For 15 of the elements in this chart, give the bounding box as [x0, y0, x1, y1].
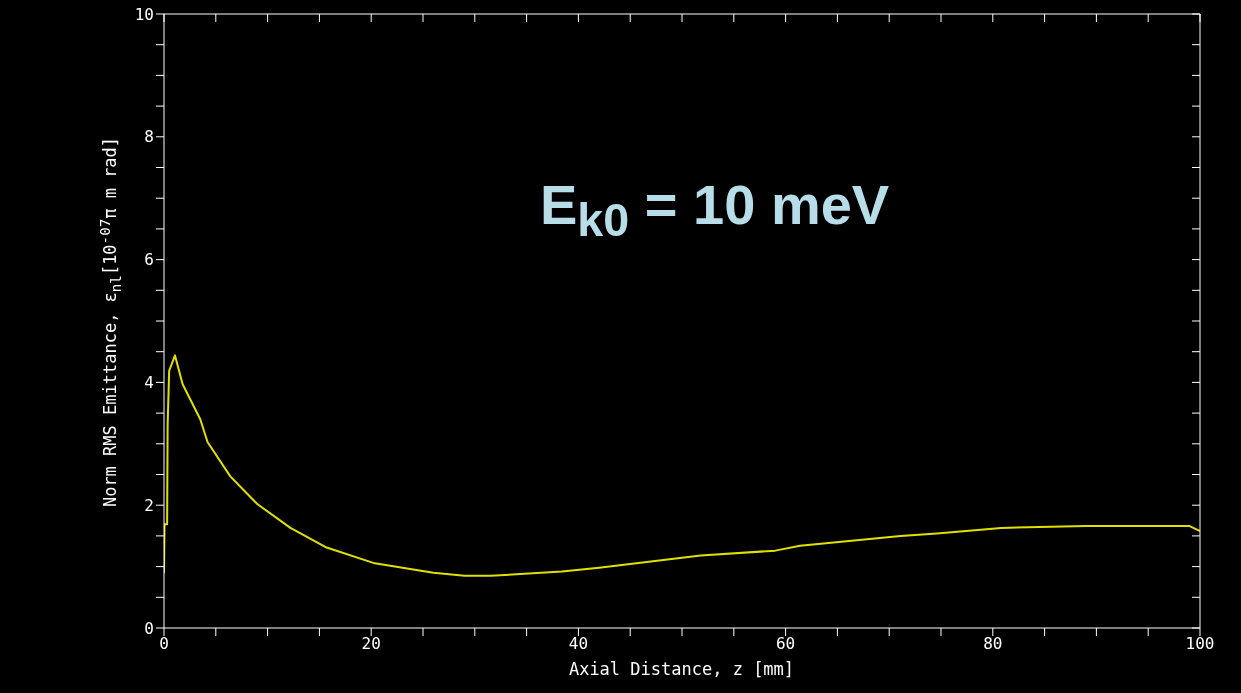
y-tick-label: 0 — [144, 618, 154, 638]
y-tick-label: 8 — [144, 127, 154, 147]
annotation: E$_{k0}$ = 10 meV — [540, 172, 890, 248]
y-tick-label: 4 — [144, 373, 154, 393]
x-axis-title: Axial Distance, z [mm] — [567, 659, 796, 679]
x-tick-label: 40 — [568, 634, 589, 654]
line-series — [164, 354, 1200, 577]
y-tick-label: 10 — [134, 4, 154, 24]
x-tick-label: 100 — [1185, 634, 1215, 654]
y-tick-label: 6 — [144, 250, 154, 270]
x-tick-label: 20 — [361, 634, 381, 654]
y-tick-label: 2 — [144, 495, 154, 515]
x-tick-label: 60 — [775, 634, 796, 654]
x-tick-label: 80 — [983, 634, 1003, 654]
x-tick-label: 0 — [159, 634, 169, 654]
